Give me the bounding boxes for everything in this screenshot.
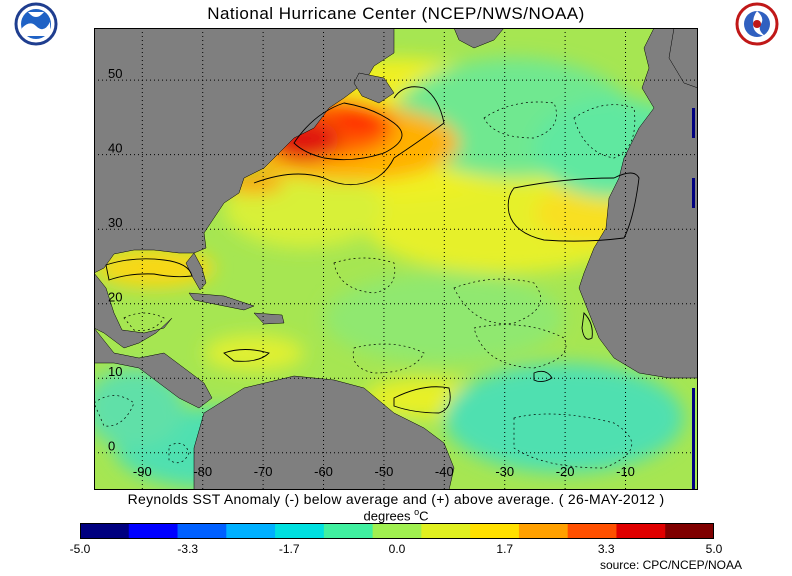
negative-contours [94,101,636,469]
colorbar-tick-label: -1.7 [278,542,300,556]
lat-tick-label: 40 [108,141,122,156]
colorbar-tick-label: -5.0 [69,542,91,556]
edge-bar [692,108,695,138]
land [94,28,698,490]
colorbar-segment [567,523,617,539]
map-tick-labels: -90 -80 -70 -60 -50 -40 -30 -20 -10 0 10 20 30 40 50 [108,66,635,479]
lon-tick-label: -70 [254,464,273,479]
lon-tick-label: -90 [133,464,152,479]
lon-tick-label: -20 [556,464,575,479]
lat-tick-label: 50 [108,66,122,81]
edge-bar [692,178,695,208]
colorbar-segment [518,523,569,539]
colorbar-segment [665,523,714,539]
lat-tick-label: 20 [108,290,122,305]
colorbar-frame [80,523,714,539]
colorbar-tick-label: 1.7 [496,542,514,556]
colorbar-segment [372,523,422,539]
colorbar-segment [226,523,276,539]
lat-tick-label: 10 [108,364,122,379]
colorbar-segment [80,523,130,539]
colorbar-tick-label: 0.0 [388,542,406,556]
colorbar-segment [421,523,471,539]
edge-bar [692,388,695,490]
noaa-logo-icon [14,2,58,46]
map-caption: Reynolds SST Anomaly (-) below average a… [127,491,665,507]
map-frame [94,28,698,490]
lon-tick-label: -10 [616,464,635,479]
source-credit: source: CPC/NCEP/NOAA [599,558,742,572]
lat-tick-label: 30 [108,215,122,230]
colorbar-segment [616,523,666,539]
lon-tick-label: -30 [495,464,514,479]
map-grid [94,28,698,490]
colorbar-tick-label: -3.3 [177,542,199,556]
colorbar-segment [128,523,179,539]
lon-tick-label: -50 [375,464,394,479]
colorbar-units: degrees oC [363,507,429,524]
colorbar [80,523,714,539]
colorbar-tick-label: 3.3 [597,542,615,556]
nws-logo-icon [735,2,779,46]
colorbar-segment [177,523,227,539]
anomaly-contours [105,86,640,414]
lon-tick-label: -60 [314,464,333,479]
lon-tick-label: -80 [193,464,212,479]
lon-tick-label: -40 [435,464,454,479]
colorbar-tick-label: 5.0 [705,542,723,556]
colorbar-segment [323,523,374,539]
colorbar-segment [275,523,325,539]
chart-title: National Hurricane Center (NCEP/NWS/NOAA… [207,4,585,23]
colorbar-segment [470,523,520,539]
sst-anomaly-map: -90 -80 -70 -60 -50 -40 -30 -20 -10 0 10 20 30 40 50 [94,28,698,490]
lat-tick-label: 0 [108,439,115,454]
